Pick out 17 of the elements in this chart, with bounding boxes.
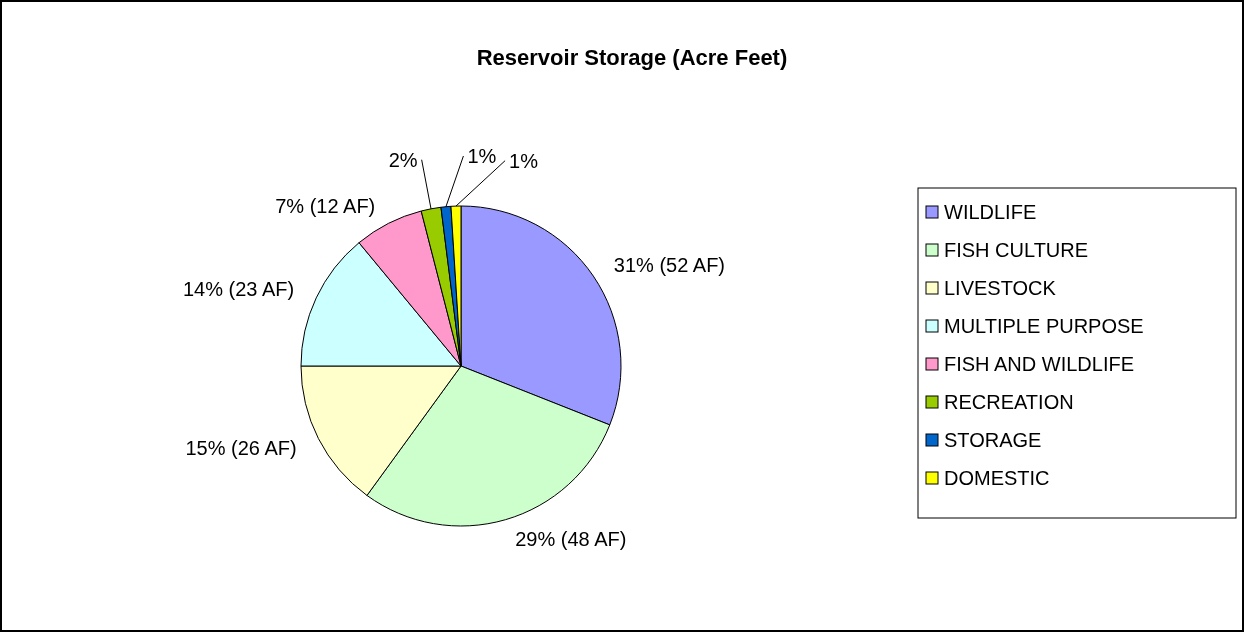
data-label: 14% (23 AF): [182, 278, 295, 301]
legend-label: RECREATION: [944, 391, 1074, 413]
data-label: 15% (26 AF): [185, 436, 297, 459]
legend-label: LIVESTOCK: [944, 277, 1057, 299]
legend-label: FISH AND WILDLIFE: [944, 353, 1135, 375]
data-label: 31% (52 AF): [613, 253, 726, 276]
data-label: 7% (12 AF): [275, 194, 376, 217]
legend-label: STORAGE: [944, 429, 1042, 451]
data-label: 1%: [467, 145, 497, 168]
data-label: 2%: [388, 148, 418, 171]
data-label: 29% (48 AF): [515, 527, 627, 550]
legend-label: DOMESTIC: [944, 467, 1050, 489]
legend-label: WILDLIFE: [944, 201, 1037, 223]
data-label: 1%: [509, 149, 539, 172]
legend-label: MULTIPLE PURPOSE: [944, 315, 1144, 337]
legend-label: FISH CULTURE: [944, 239, 1089, 261]
chart-title: Reservoir Storage (Acre Feet): [476, 45, 788, 70]
